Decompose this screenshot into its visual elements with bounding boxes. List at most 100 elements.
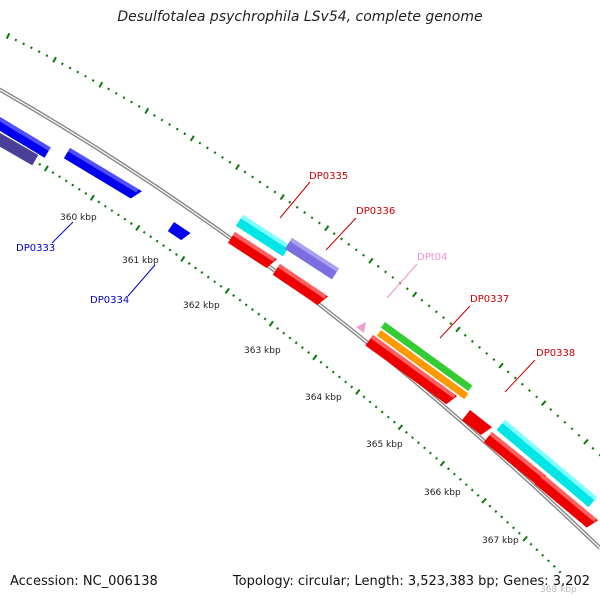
gene-label-dp0338[interactable]: DP0338: [536, 348, 575, 359]
scale-label-360: 360 kbp: [60, 213, 97, 223]
gene-dp0333-inner[interactable]: [0, 130, 39, 166]
outer-tick: [317, 221, 321, 225]
outer-tick: [540, 400, 547, 406]
gene-dp0334-b[interactable]: [167, 222, 191, 242]
outer-tick: [303, 211, 307, 214]
scale-labels: 360 kbp 361 kbp 362 kbp 363 kbp 364 kbp …: [60, 213, 577, 595]
inner-tick: [232, 293, 236, 298]
outer-tick: [14, 38, 18, 42]
gene-red-3[interactable]: [365, 335, 458, 407]
inner-tick: [552, 564, 556, 568]
inner-tick: [187, 262, 191, 265]
gene-dp0335[interactable]: [235, 215, 290, 257]
outer-tick: [520, 382, 524, 386]
inner-tick: [319, 360, 323, 364]
gene-dp0333-outer[interactable]: [0, 114, 51, 158]
gene-red-1[interactable]: [227, 232, 277, 270]
inner-tick: [123, 217, 127, 221]
genome-backbone: [0, 87, 600, 550]
inner-tick: [362, 395, 366, 399]
outer-tick: [144, 107, 150, 114]
outer-tick: [189, 135, 195, 142]
outer-tick: [455, 326, 461, 333]
inner-tick: [168, 248, 172, 252]
gene-dp0336[interactable]: [284, 238, 339, 280]
inner-tick: [386, 415, 390, 419]
gene-label-dp0333[interactable]: DP0333: [16, 243, 55, 254]
inner-tick: [517, 531, 521, 535]
gene-red-5[interactable]: [483, 432, 547, 486]
outer-tick: [68, 66, 72, 70]
gene-dp0337-green[interactable]: [380, 322, 473, 392]
gene-red-4[interactable]: [461, 410, 493, 437]
outer-tick: [405, 287, 409, 291]
inner-tick: [288, 336, 292, 340]
outer-tick: [591, 446, 595, 450]
gene-label-dpt04[interactable]: DPt04: [417, 252, 447, 263]
outer-tick: [420, 298, 424, 302]
inner-tick: [355, 388, 361, 395]
outer-tick: [130, 100, 133, 104]
gene-label-dp0336[interactable]: DP0336: [356, 206, 395, 217]
gene-dp0338[interactable]: [496, 420, 597, 508]
gene-red-6[interactable]: [534, 474, 599, 530]
outer-tick: [60, 62, 64, 66]
outer-tick: [168, 123, 172, 126]
gene-dpt04[interactable]: [356, 322, 366, 333]
inner-tick: [116, 213, 120, 217]
gene-labels: DP0333 DP0334 DP0335 DP0336 DPt04 DP0337…: [16, 171, 575, 359]
inner-tick: [494, 510, 498, 513]
outer-tick: [76, 70, 80, 74]
inner-tick: [282, 331, 286, 335]
scale-label-364: 364 kbp: [305, 393, 342, 403]
inner-tick: [464, 483, 468, 487]
gene-label-dp0334[interactable]: DP0334: [90, 295, 129, 306]
outer-tick: [228, 160, 232, 164]
outer-tick: [137, 104, 141, 108]
outer-tick: [391, 275, 395, 279]
inner-tick: [488, 504, 492, 508]
outer-tick: [273, 190, 277, 194]
outer-tick: [265, 185, 269, 189]
inner-tick: [368, 400, 372, 404]
gene-label-dp0335[interactable]: DP0335: [309, 171, 348, 182]
outer-tick: [30, 46, 33, 50]
inner-tick: [312, 354, 318, 361]
outer-tick: [175, 127, 179, 131]
inner-tick: [200, 271, 204, 274]
outer-tick: [449, 322, 453, 326]
gene-label-dp0337[interactable]: DP0337: [470, 294, 509, 305]
gene-dp0334-a[interactable]: [63, 148, 143, 202]
outer-tick: [251, 175, 254, 179]
outer-tick: [528, 389, 531, 392]
inner-tick: [522, 535, 528, 542]
inner-tick: [58, 175, 62, 179]
inner-tick: [506, 520, 510, 524]
outer-tick: [340, 237, 344, 241]
outer-tick: [368, 257, 374, 264]
scale-label-363: 363 kbp: [244, 346, 281, 356]
inner-tick: [77, 187, 81, 191]
genome-summary: Topology: circular; Length: 3,523,383 bp…: [232, 574, 590, 589]
inner-tick: [380, 410, 384, 414]
inner-tick: [446, 467, 450, 471]
outer-tick: [91, 79, 95, 82]
inner-tick: [250, 308, 254, 311]
outer-tick-row: [5, 32, 600, 457]
scale-label-361: 361 kbp: [122, 256, 159, 266]
outer-tick: [324, 225, 330, 232]
inner-tick: [529, 542, 533, 546]
scale-label-362: 362 kbp: [183, 301, 220, 311]
outer-tick: [498, 362, 504, 369]
gene-dp0337-orange[interactable]: [376, 330, 469, 400]
inner-tick: [103, 204, 107, 208]
gene-red-2[interactable]: [272, 264, 329, 307]
accession-text: Accession: NC_006138: [10, 574, 158, 589]
outer-tick: [160, 118, 164, 122]
inner-tick: [97, 200, 101, 204]
map-title: Desulfotalea psychrophila LSv54, complet…: [117, 9, 483, 25]
inner-tick: [535, 548, 539, 552]
inner-tick: [180, 255, 186, 262]
